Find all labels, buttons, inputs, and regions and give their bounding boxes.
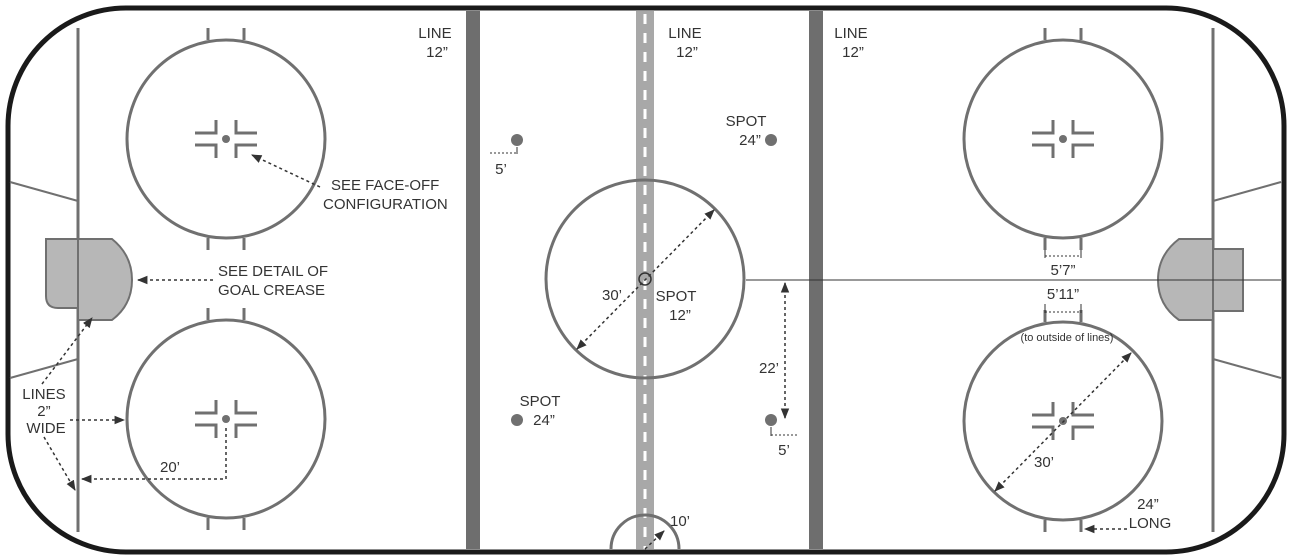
neutral-spot <box>765 414 777 426</box>
rink-boards <box>5 5 1287 555</box>
dimension-lines <box>41 154 1132 550</box>
goal-right <box>1156 238 1244 321</box>
dim-30-right-label: 30’ <box>1034 454 1054 471</box>
outside-lines-label: (to outside of lines) <box>1021 332 1114 344</box>
corner-lines <box>9 181 1282 379</box>
spot-bottom-left-label: SPOT 24” <box>520 393 565 429</box>
blue-line-left <box>466 11 480 549</box>
dim-22-label: 22’ <box>759 360 779 377</box>
referee-crease <box>609 513 681 550</box>
dim-5-7-label: 5’7” <box>1050 262 1075 279</box>
dim-5-bottom-label: 5’ <box>778 442 790 459</box>
dim-30-center-label: 30’ <box>602 287 622 304</box>
faceoff-circle-left-bottom <box>125 308 327 530</box>
dim-5-top-label: 5’ <box>495 161 507 178</box>
neutral-spot <box>511 134 523 146</box>
long-24-label: 24” LONG <box>1129 496 1172 532</box>
spot-top-right-label: SPOT 24” <box>726 113 771 149</box>
dim-20-label: 20’ <box>160 459 180 476</box>
faceoff-config-label: SEE FACE-OFF CONFIGURATION <box>323 177 448 213</box>
center-circle <box>544 178 746 380</box>
spacing-ticks <box>490 147 1082 436</box>
faceoff-spot <box>1059 135 1067 143</box>
line-label-center: LINE 12” <box>668 25 706 61</box>
neutral-spot <box>765 134 777 146</box>
faceoff-circle-left-top <box>125 28 327 250</box>
faceoff-circle-right-top <box>962 28 1164 250</box>
spot-center-label: SPOT 12” <box>656 288 701 324</box>
lines-wide-label: LINES 2” WIDE <box>22 386 70 437</box>
faceoff-spot <box>222 415 230 423</box>
dim-5-11-label: 5’11” <box>1047 286 1079 303</box>
goal-left <box>45 238 134 321</box>
line-label-left: LINE 12” <box>418 25 456 61</box>
dim-10-label: 10’ <box>670 513 690 530</box>
goal-crease-label: SEE DETAIL OF GOAL CREASE <box>218 263 332 299</box>
line-label-right: LINE 12” <box>834 25 872 61</box>
neutral-spot <box>511 414 523 426</box>
faceoff-spot <box>222 135 230 143</box>
